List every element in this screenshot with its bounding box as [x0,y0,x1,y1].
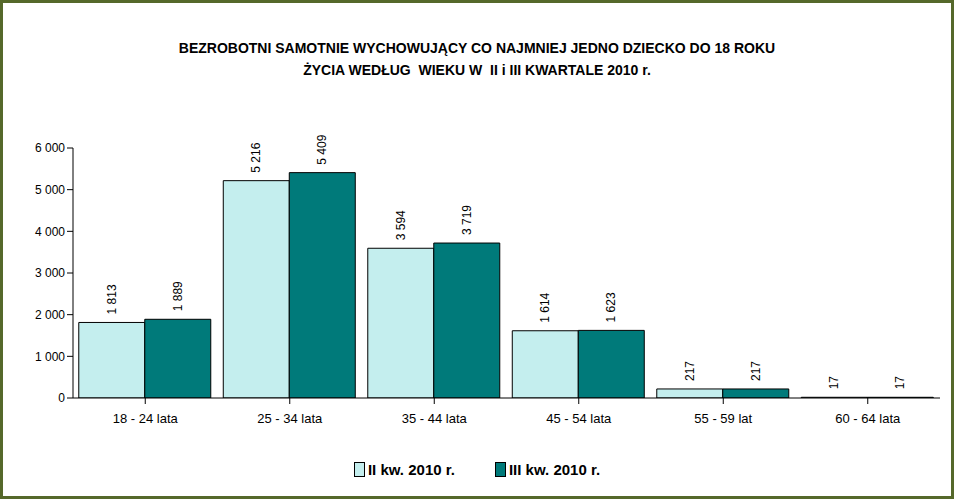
svg-text:217: 217 [749,361,763,381]
svg-text:4 000: 4 000 [35,225,65,239]
svg-text:18 - 24 lata: 18 - 24 lata [113,411,179,426]
svg-text:6 000: 6 000 [35,141,65,155]
svg-text:2 000: 2 000 [35,308,65,322]
svg-text:1 614: 1 614 [538,292,552,322]
svg-text:17: 17 [893,376,907,390]
svg-text:25 - 34 lata: 25 - 34 lata [257,411,323,426]
svg-text:55 - 59 lat: 55 - 59 lat [694,411,752,426]
html-text:ŻYCIA WEDŁUG WIEKU W II i III: ŻYCIA WEDŁUG WIEKU W II i III KWARTALE 2… [303,62,651,78]
svg-text:5 000: 5 000 [35,183,65,197]
svg-text:217: 217 [683,361,697,381]
svg-text:1 623: 1 623 [604,292,618,322]
svg-text:3 719: 3 719 [460,205,474,235]
svg-text:3 000: 3 000 [35,266,65,280]
svg-text:1 813: 1 813 [105,284,119,314]
html-text:II kw. 2010 r.: II kw. 2010 r. [367,461,455,478]
svg-text:35 - 44 lata: 35 - 44 lata [402,411,468,426]
svg-text:17: 17 [827,376,841,390]
svg-text:5 409: 5 409 [315,134,329,164]
svg-text:3 594: 3 594 [394,210,408,240]
svg-text:1 000: 1 000 [35,350,65,364]
svg-text:45 - 54 lata: 45 - 54 lata [546,411,612,426]
svg-text:1 889: 1 889 [171,281,185,311]
svg-text:60 - 64 lata: 60 - 64 lata [835,411,901,426]
html-text:BEZROBOTNI SAMOTNIE WYCHOWUJĄC: BEZROBOTNI SAMOTNIE WYCHOWUJĄCY CO NAJMN… [178,40,776,56]
svg-text:0: 0 [58,391,65,405]
svg-text:5 216: 5 216 [249,142,263,172]
html-text:III kw. 2010 r.: III kw. 2010 r. [508,461,601,478]
